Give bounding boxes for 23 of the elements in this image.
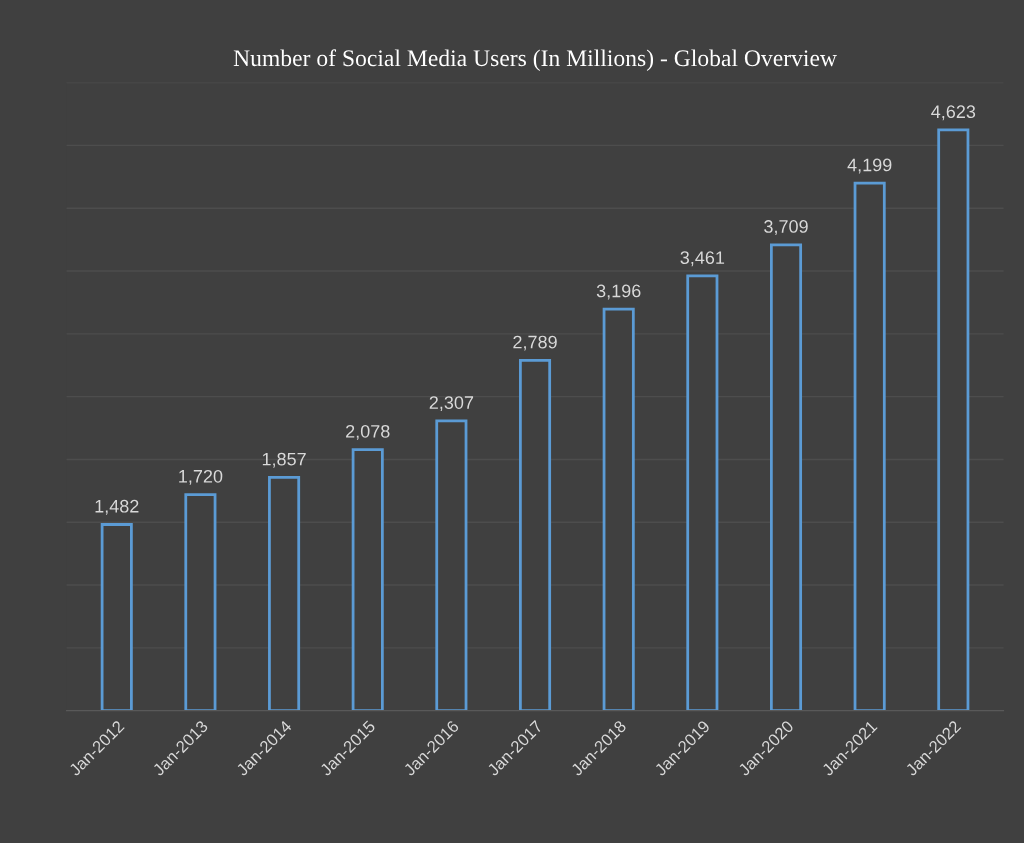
data-label: 2,789	[513, 335, 557, 351]
data-label: 1,857	[262, 452, 306, 468]
bar	[351, 448, 384, 711]
bar	[435, 419, 468, 711]
data-label: 2,078	[346, 424, 390, 440]
bar	[686, 274, 719, 711]
chart-title: Number of Social Media Users (In Millions) - Global Overview	[233, 49, 837, 71]
bar	[602, 307, 635, 711]
bar	[184, 493, 217, 711]
data-label: 1,720	[179, 469, 223, 485]
bar	[769, 243, 803, 711]
data-label: 3,709	[764, 220, 808, 235]
bar	[268, 476, 301, 711]
bar	[100, 523, 133, 711]
data-label: 4,199	[847, 158, 892, 174]
bar	[937, 128, 970, 711]
data-label: 2,307	[429, 396, 474, 412]
data-label: 3,461	[680, 251, 725, 267]
bar	[519, 358, 552, 711]
data-label: 1,482	[95, 499, 139, 515]
data-label: 3,196	[596, 284, 641, 300]
bar	[853, 181, 886, 711]
data-label: 4,623	[931, 105, 976, 121]
